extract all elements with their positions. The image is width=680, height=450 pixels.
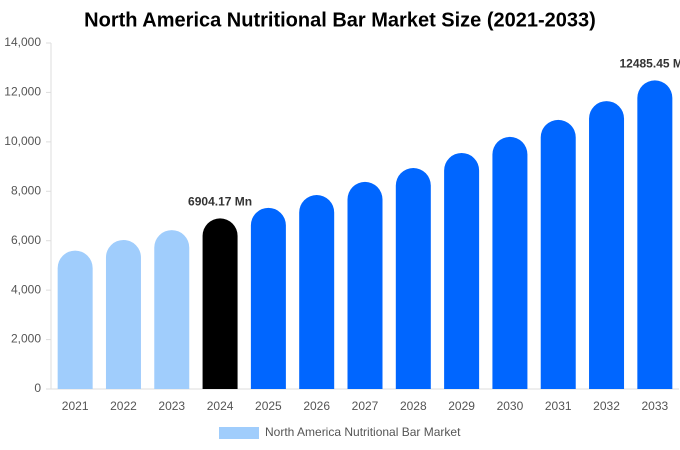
y-tick-label: 14,000 — [4, 35, 41, 49]
y-tick-label: 2,000 — [11, 332, 41, 346]
bar — [105, 239, 141, 389]
x-tick-label: 2021 — [62, 399, 89, 413]
y-tick-label: 12,000 — [4, 85, 41, 99]
bar — [540, 119, 576, 389]
x-tick-label: 2030 — [497, 399, 524, 413]
bar — [250, 207, 286, 389]
x-tick-label: 2029 — [448, 399, 475, 413]
bar — [57, 250, 93, 389]
bar — [444, 152, 480, 389]
y-tick-label: 0 — [34, 381, 41, 395]
x-tick-label: 2032 — [593, 399, 620, 413]
x-tick-label: 2027 — [352, 399, 379, 413]
bar — [299, 194, 335, 389]
x-tick-label: 2028 — [400, 399, 427, 413]
data-label: 12485.45 Mn — [619, 57, 680, 71]
x-tick-label: 2023 — [158, 399, 185, 413]
y-tick-label: 6,000 — [11, 233, 41, 247]
x-tick-label: 2024 — [207, 399, 234, 413]
y-tick-label: 10,000 — [4, 134, 41, 148]
data-label: 6904.17 Mn — [188, 195, 252, 209]
legend-swatch — [219, 427, 259, 439]
bar — [637, 80, 673, 389]
bar — [395, 168, 431, 389]
y-tick-label: 4,000 — [11, 282, 41, 296]
x-tick-label: 2033 — [641, 399, 668, 413]
legend-label: North America Nutritional Bar Market — [265, 425, 461, 439]
bar — [154, 230, 190, 389]
bar — [347, 181, 383, 389]
x-tick-label: 2026 — [303, 399, 330, 413]
x-tick-label: 2022 — [110, 399, 137, 413]
x-tick-label: 2025 — [255, 399, 282, 413]
y-tick-label: 8,000 — [11, 183, 41, 197]
bar — [589, 101, 625, 389]
bar — [492, 136, 528, 389]
chart-title: North America Nutritional Bar Market Siz… — [84, 9, 596, 31]
bar — [202, 218, 238, 389]
x-tick-label: 2031 — [545, 399, 572, 413]
